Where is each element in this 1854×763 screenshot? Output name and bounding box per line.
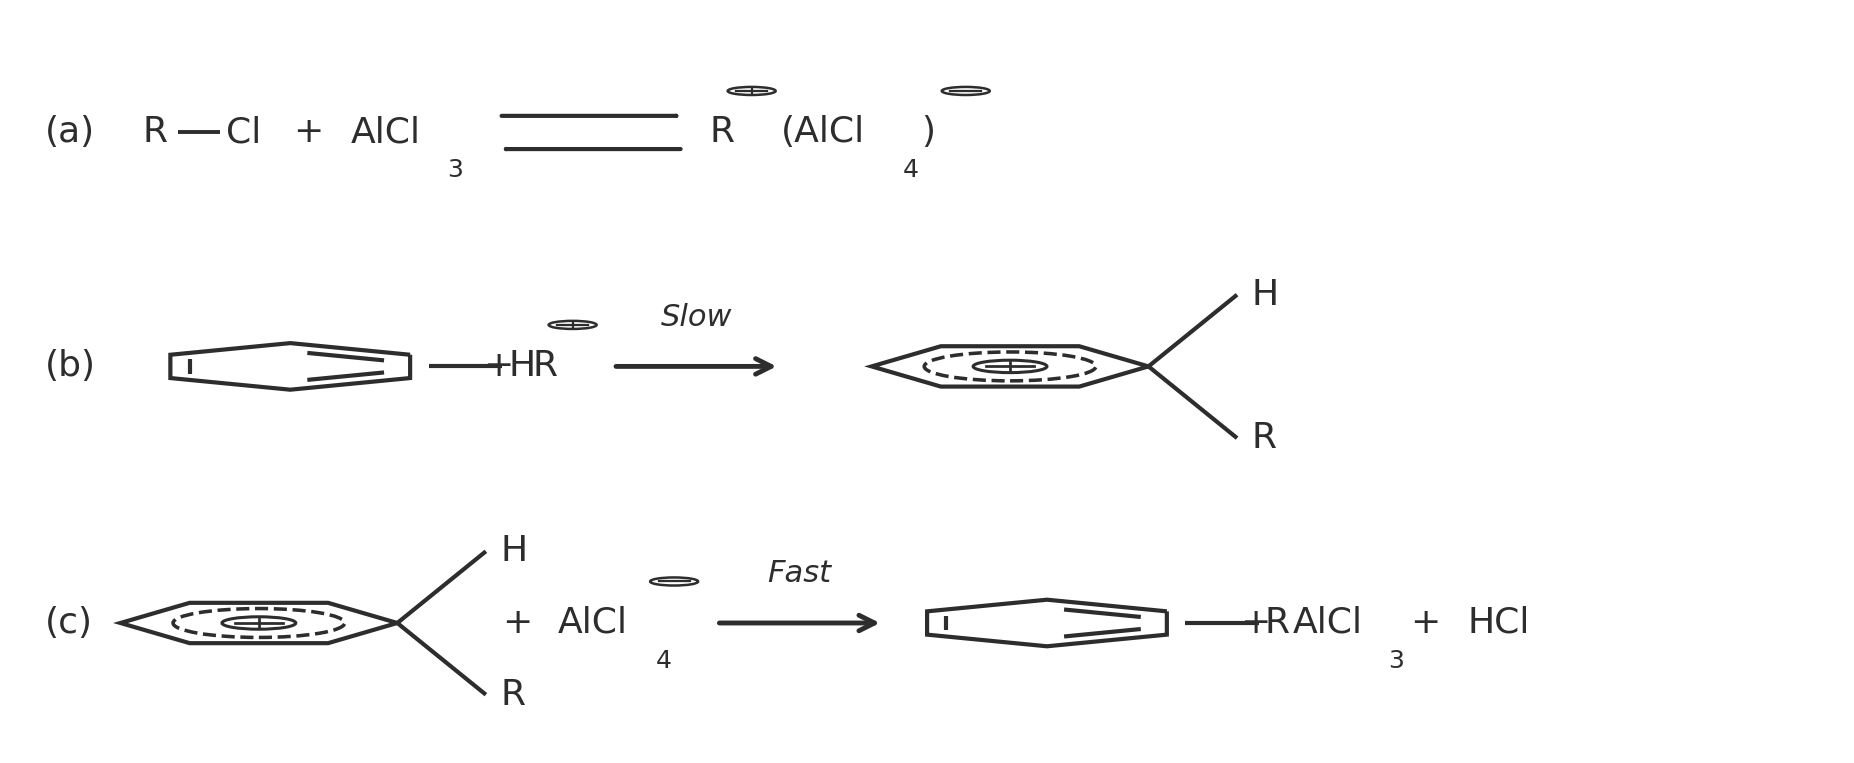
Text: Cl: Cl — [226, 115, 261, 150]
Text: 3: 3 — [447, 158, 464, 182]
Text: ): ) — [921, 115, 936, 150]
Text: (a): (a) — [44, 115, 95, 150]
Text: 3: 3 — [1389, 649, 1403, 673]
Text: 4: 4 — [903, 158, 920, 182]
Text: 4: 4 — [656, 649, 671, 673]
Text: Fast: Fast — [768, 559, 832, 588]
Text: R: R — [710, 115, 734, 150]
Text: R: R — [1251, 421, 1277, 455]
Text: +: + — [502, 606, 532, 640]
Text: H: H — [1251, 278, 1279, 312]
Text: +: + — [484, 349, 514, 383]
Text: AlCl: AlCl — [1292, 606, 1363, 640]
Text: Slow: Slow — [660, 303, 732, 332]
Text: (b): (b) — [44, 349, 96, 383]
Text: H: H — [501, 534, 528, 568]
Text: AlCl: AlCl — [558, 606, 629, 640]
Text: (AlCl: (AlCl — [781, 115, 866, 150]
Text: R: R — [532, 349, 556, 383]
Text: H: H — [508, 349, 536, 383]
Text: +: + — [1240, 606, 1270, 640]
Text: (c): (c) — [44, 606, 93, 640]
Text: R: R — [1264, 606, 1290, 640]
Text: R: R — [143, 115, 167, 150]
Text: +: + — [1411, 606, 1441, 640]
Text: +: + — [293, 115, 324, 150]
Text: R: R — [501, 678, 527, 712]
Text: AlCl: AlCl — [350, 115, 421, 150]
Text: HCl: HCl — [1468, 606, 1530, 640]
